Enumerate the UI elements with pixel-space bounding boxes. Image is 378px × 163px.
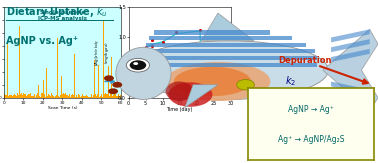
Polygon shape xyxy=(146,43,306,47)
Ellipse shape xyxy=(166,62,270,101)
Text: Single-particle
ICP-MS analysis: Single-particle ICP-MS analysis xyxy=(38,10,87,21)
Text: $k_2$: $k_2$ xyxy=(285,75,297,88)
X-axis label: Time (day): Time (day) xyxy=(166,107,193,112)
Point xyxy=(149,39,155,41)
Polygon shape xyxy=(185,85,218,108)
Text: $[Ag]_{wb}=\frac{(k_1C_1-k_2)}{k_2}e^{-k_2t}+\beta$: $[Ag]_{wb}=\frac{(k_1C_1-k_2)}{k_2}e^{-k… xyxy=(133,82,178,92)
Point xyxy=(143,50,149,53)
Point xyxy=(143,45,149,48)
Point xyxy=(160,41,166,43)
Polygon shape xyxy=(331,91,370,104)
Circle shape xyxy=(130,60,146,70)
Polygon shape xyxy=(149,49,314,53)
Point xyxy=(221,86,227,89)
Point xyxy=(197,81,203,84)
Point xyxy=(207,90,213,93)
Text: Dietary Uptake, $k_u$: Dietary Uptake, $k_u$ xyxy=(6,5,107,19)
Point xyxy=(129,63,135,66)
Ellipse shape xyxy=(174,67,251,96)
Text: Depuration: Depuration xyxy=(278,56,332,65)
Point xyxy=(221,92,227,95)
Polygon shape xyxy=(331,29,370,42)
Ellipse shape xyxy=(116,47,171,99)
Circle shape xyxy=(126,58,150,72)
Polygon shape xyxy=(152,56,317,60)
Ellipse shape xyxy=(130,41,328,99)
Polygon shape xyxy=(155,30,270,35)
Text: $[Ag]_{whole\ body}$
$(mg/kg_{ww})$: $[Ag]_{whole\ body}$ $(mg/kg_{ww})$ xyxy=(93,38,111,66)
Polygon shape xyxy=(323,29,378,111)
Circle shape xyxy=(237,80,254,90)
Circle shape xyxy=(133,62,138,65)
Text: Ag⁺ → AgNP/Ag₂S: Ag⁺ → AgNP/Ag₂S xyxy=(278,135,344,144)
Polygon shape xyxy=(331,49,370,62)
X-axis label: Scan Time (s): Scan Time (s) xyxy=(48,106,77,110)
Text: AgNP vs. Ag⁺: AgNP vs. Ag⁺ xyxy=(6,36,78,46)
Polygon shape xyxy=(201,13,254,41)
Point xyxy=(173,31,179,33)
Circle shape xyxy=(104,75,114,81)
Point xyxy=(197,28,203,31)
Polygon shape xyxy=(331,82,370,95)
Ellipse shape xyxy=(166,82,193,101)
Point xyxy=(149,45,155,47)
Circle shape xyxy=(112,82,122,88)
Circle shape xyxy=(108,88,118,94)
Ellipse shape xyxy=(168,82,212,107)
Polygon shape xyxy=(149,36,293,40)
Text: AgNP → Ag⁺: AgNP → Ag⁺ xyxy=(288,105,334,114)
Polygon shape xyxy=(157,63,317,67)
Point xyxy=(136,49,142,52)
Polygon shape xyxy=(331,39,370,52)
